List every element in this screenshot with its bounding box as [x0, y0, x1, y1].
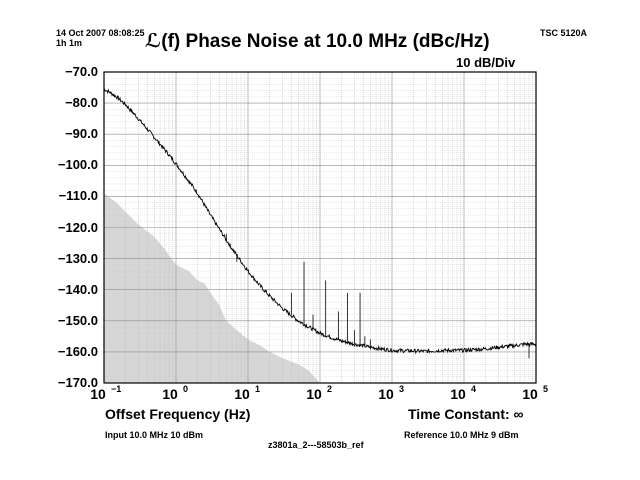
y-tick-label: −80.0	[65, 95, 98, 111]
timestamp: 14 Oct 2007 08:08:25	[56, 28, 145, 38]
x-tick-label: 10	[306, 386, 322, 402]
x-axis-label: Offset Frequency (Hz)	[105, 406, 251, 422]
y-tick-label: −130.0	[57, 250, 98, 266]
x-tick-exponent: 3	[399, 384, 404, 394]
x-tick-exponent: 2	[327, 384, 332, 394]
chart-title: ℒ(f) Phase Noise at 10.0 MHz (dBc/Hz)	[145, 31, 490, 52]
x-tick-label: 10	[522, 386, 538, 402]
x-tick-exponent: 0	[183, 384, 188, 394]
y-tick-label: −70.0	[65, 64, 98, 79]
y-tick-label: −140.0	[57, 281, 98, 297]
noise-floor-area	[104, 193, 320, 383]
y-tick-label: −100.0	[57, 157, 98, 173]
file-name: z3801a_2---58503b_ref	[268, 440, 364, 450]
plot-frame	[103, 71, 537, 384]
y-tick-label: −160.0	[57, 343, 98, 359]
scale-label: 10 dB/Div	[456, 55, 516, 70]
x-tick-label: 10	[90, 386, 106, 402]
y-tick-label: −170.0	[57, 375, 98, 390]
x-tick-exponent: 1	[255, 384, 260, 394]
y-tick-label: −110.0	[58, 188, 98, 204]
x-tick-exponent: 5	[543, 384, 548, 394]
x-tick-label: 10	[162, 386, 178, 402]
x-tick-exponent: 4	[471, 384, 476, 394]
y-tick-label: −90.0	[65, 126, 98, 142]
instrument-name: TSC 5120A	[540, 28, 588, 38]
input-info: Input 10.0 MHz 10 dBm	[105, 430, 204, 440]
elapsed-time: 1h 1m	[56, 38, 83, 48]
time-constant-label: Time Constant: ∞	[408, 406, 524, 422]
y-tick-label: −150.0	[57, 312, 98, 328]
reference-info: Reference 10.0 MHz 9 dBm	[404, 430, 519, 440]
x-tick-label: 10	[378, 386, 394, 402]
x-tick-exponent: −1	[111, 384, 121, 394]
x-tick-label: 10	[450, 386, 466, 402]
phase-noise-trace	[103, 88, 537, 355]
y-tick-label: −120.0	[57, 219, 98, 235]
x-tick-label: 10	[234, 386, 250, 402]
